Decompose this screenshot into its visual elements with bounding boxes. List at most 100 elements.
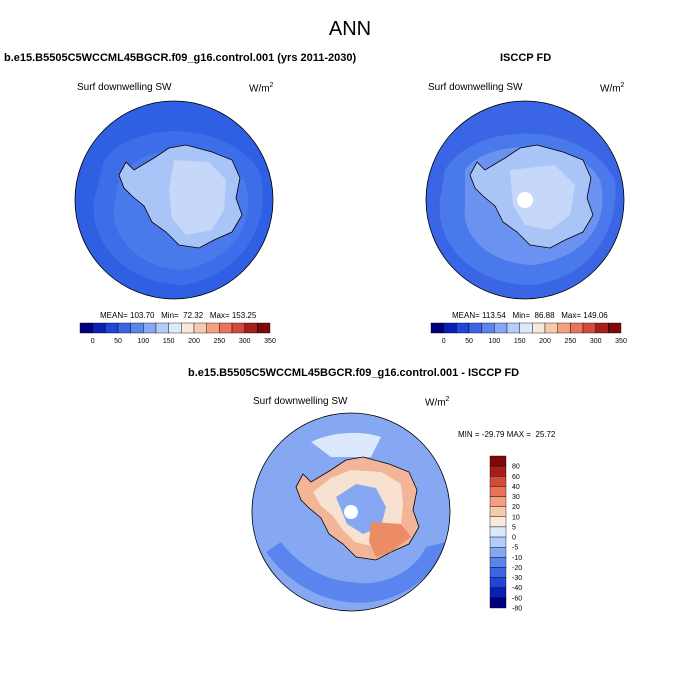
panel-3-colorbar-label: -10 <box>512 555 522 562</box>
panel-1-colorbar-label: 0 <box>91 338 95 345</box>
panel-1-variable: Surf downwelling SW <box>77 82 172 93</box>
panel-3-colorbar-label: -60 <box>512 595 522 602</box>
panel-2-colorbar-swatch <box>570 322 584 334</box>
panel-3-colorbar-swatch <box>489 506 507 518</box>
ocean-zone <box>266 542 446 603</box>
panel-1-colorbar-label: 200 <box>188 338 200 345</box>
panel-1-colorbar-swatch <box>92 322 106 334</box>
panel-1-colorbar-label: 250 <box>213 338 225 345</box>
panel-1-colorbar-swatch <box>79 322 93 334</box>
panel-3-colorbar-swatch <box>489 587 507 599</box>
panel-1-map <box>74 100 274 300</box>
panel-1-colorbar-swatch <box>117 322 131 334</box>
panel-2-colorbar-label: 200 <box>539 338 551 345</box>
panel-3-colorbar-swatch <box>489 567 507 578</box>
panel-2-colorbar: 0 50 100 150 200 250 300 350 <box>430 322 627 345</box>
panel-1-colorbar-swatch <box>219 322 233 334</box>
panel-1-colorbar-swatch <box>168 322 182 334</box>
ocean-zone <box>256 427 446 532</box>
panel-3-colorbar-label: -20 <box>512 565 522 572</box>
panel-3-map <box>251 412 451 612</box>
panel-2-colorbar-swatch <box>519 322 533 334</box>
panel-1-colorbar-label: 100 <box>137 338 149 345</box>
panel-1-colorbar-swatch <box>257 322 271 334</box>
panel-2-title: ISCCP FD <box>500 52 552 64</box>
panel-3-colorbar-swatch <box>489 455 507 467</box>
panel-2-colorbar-swatch <box>532 322 546 334</box>
panel-2-colorbar-swatch <box>544 322 558 334</box>
panel-3-colorbar-label: 60 <box>512 474 520 481</box>
panel-3-colorbar-swatch <box>489 557 507 568</box>
panel-3-colorbar-swatch <box>489 486 507 497</box>
panel-3-colorbar-swatch <box>489 516 507 528</box>
panel-3-colorbar: 80 60 40 30 20 10 5 0 -5 -10 -20 -30 -40 -60 -80 <box>489 455 522 613</box>
panel-3-colorbar-label: 80 <box>512 464 520 471</box>
panel-1-colorbar: 0 50 100 150 200 250 300 350 <box>79 322 276 345</box>
panel-2-colorbar-label: 150 <box>514 338 526 345</box>
panel-3-colorbar-label: 5 <box>512 524 516 531</box>
panel-1-colorbar-swatch <box>231 322 245 334</box>
panel-1-stats: MEAN= 103.70 Min= 72.32 Max= 153.25 <box>100 311 257 320</box>
panel-1-colorbar-label: 350 <box>264 338 276 345</box>
panel-2-stats: MEAN= 113.54 Min= 86.88 Max= 149.06 <box>452 311 608 320</box>
panel-2-colorbar-label: 250 <box>564 338 576 345</box>
panel-2-colorbar-label: 50 <box>465 338 473 345</box>
panel-3-colorbar-label: -80 <box>512 606 522 613</box>
panel-1-colorbar-label: 300 <box>239 338 251 345</box>
panel-2-colorbar-swatch <box>557 322 571 334</box>
panel-2-colorbar-swatch <box>582 322 596 334</box>
panel-2-colorbar-label: 100 <box>488 338 500 345</box>
panel-2-colorbar-swatch <box>506 322 520 334</box>
panel-3-colorbar-label: 30 <box>512 494 520 501</box>
panel-2-colorbar-swatch <box>430 322 444 334</box>
panel-1-colorbar-swatch <box>155 322 169 334</box>
panel-2-colorbar-swatch <box>468 322 482 334</box>
panel-2-colorbar-label: 350 <box>615 338 627 345</box>
panel-3-colorbar-label: -30 <box>512 575 522 582</box>
panel-2-colorbar-label: 0 <box>442 338 446 345</box>
panel-3-colorbar-label: -5 <box>512 545 518 552</box>
panel-3-colorbar-label: 0 <box>512 535 516 542</box>
panel-1-colorbar-label: 50 <box>114 338 122 345</box>
panel-3-colorbar-swatch <box>489 526 507 538</box>
panel-1-title: b.e15.B5505C5WCCML45BGCR.f09_g16.control… <box>4 52 357 64</box>
map-border <box>251 412 451 612</box>
land-zone <box>336 484 386 534</box>
panel-3-stats: MIN = -29.79 MAX = 25.72 <box>458 430 556 439</box>
panel-2-colorbar-swatch <box>481 322 495 334</box>
map-border <box>425 100 625 300</box>
land-zone <box>169 160 226 235</box>
panel-3-colorbar-swatch <box>489 465 507 477</box>
panel-2-units: W/m2 <box>600 82 625 95</box>
panel-3-colorbar-swatch <box>489 577 507 588</box>
panel-3-colorbar-swatch <box>489 597 507 609</box>
land-zone <box>510 165 575 230</box>
map-border <box>74 100 274 300</box>
panel-1-colorbar-label: 150 <box>163 338 175 345</box>
ocean-zone <box>311 432 381 457</box>
panel-3-colorbar-swatch <box>489 536 507 548</box>
panel-3-colorbar-label: 40 <box>512 484 520 491</box>
pole-gap <box>517 192 533 208</box>
panel-1-colorbar-swatch <box>105 322 119 334</box>
panel-2-colorbar-swatch <box>608 322 622 334</box>
panel-3-title: b.e15.B5505C5WCCML45BGCR.f09_g16.control… <box>188 367 520 379</box>
panel-2-colorbar-swatch <box>595 322 609 334</box>
panel-2-map <box>425 100 625 300</box>
panel-3-colorbar-swatch <box>489 546 507 558</box>
panel-1-colorbar-swatch <box>181 322 195 334</box>
panel-3-colorbar-label: 10 <box>512 514 520 521</box>
panel-3-colorbar-swatch <box>489 476 507 487</box>
pole-gap <box>344 505 358 519</box>
panel-1-units: W/m2 <box>249 82 274 95</box>
figure-title: ANN <box>328 18 372 40</box>
panel-3-variable: Surf downwelling SW <box>253 396 348 407</box>
panel-1-colorbar-swatch <box>206 322 220 334</box>
panel-2-colorbar-swatch <box>456 322 470 334</box>
panel-3-colorbar-swatch <box>489 496 507 507</box>
panel-1-colorbar-swatch <box>130 322 144 334</box>
panel-3-units: W/m2 <box>425 396 450 409</box>
panel-2-variable: Surf downwelling SW <box>428 82 523 93</box>
panel-3-colorbar-label: -40 <box>512 585 522 592</box>
panel-2-colorbar-label: 300 <box>590 338 602 345</box>
